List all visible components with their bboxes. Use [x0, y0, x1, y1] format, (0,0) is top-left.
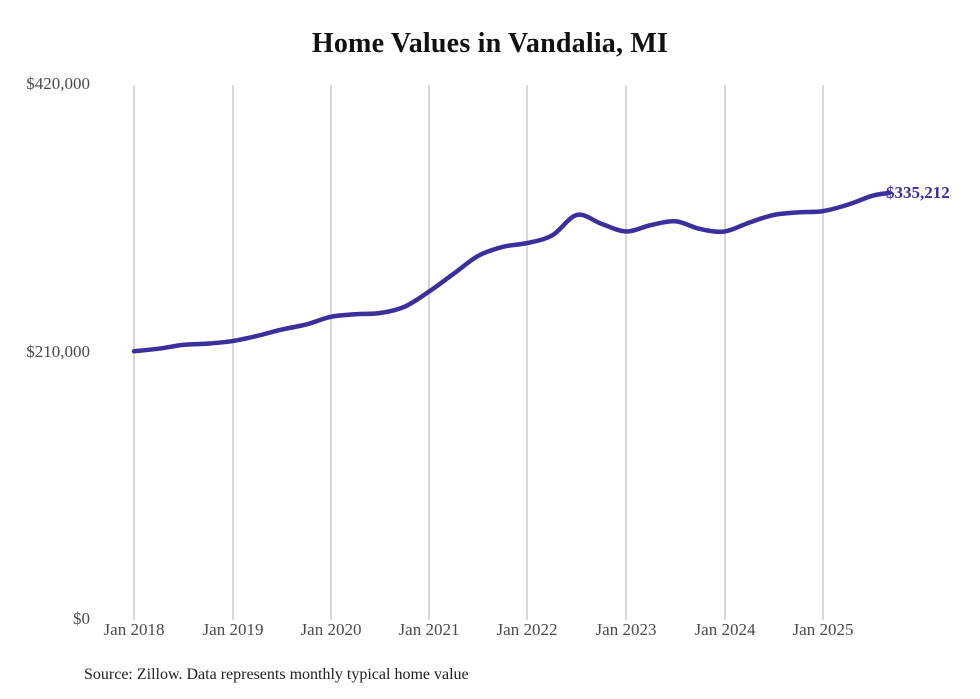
x-tick-label: Jan 2019 [202, 620, 264, 639]
x-tick-label: Jan 2025 [792, 620, 854, 639]
x-tick-label: Jan 2020 [300, 620, 362, 639]
y-tick-label: $0 [73, 609, 90, 628]
end-value-label: $335,212 [886, 183, 950, 202]
x-tick-label: Jan 2022 [496, 620, 558, 639]
chart-title: Home Values in Vandalia, MI [311, 28, 669, 59]
x-tick-label: Jan 2023 [595, 620, 657, 639]
y-tick-label: $210,000 [26, 341, 90, 361]
x-tick-label: Jan 2021 [398, 620, 460, 639]
x-tick-label: Jan 2018 [103, 620, 165, 639]
source-note: Source: Zillow. Data represents monthly … [84, 666, 469, 683]
x-tick-label: Jan 2024 [694, 620, 756, 639]
series-line-typical-home-value [131, 190, 891, 354]
gridline-group [133, 85, 824, 620]
y-tick-label: $420,000 [26, 74, 90, 93]
